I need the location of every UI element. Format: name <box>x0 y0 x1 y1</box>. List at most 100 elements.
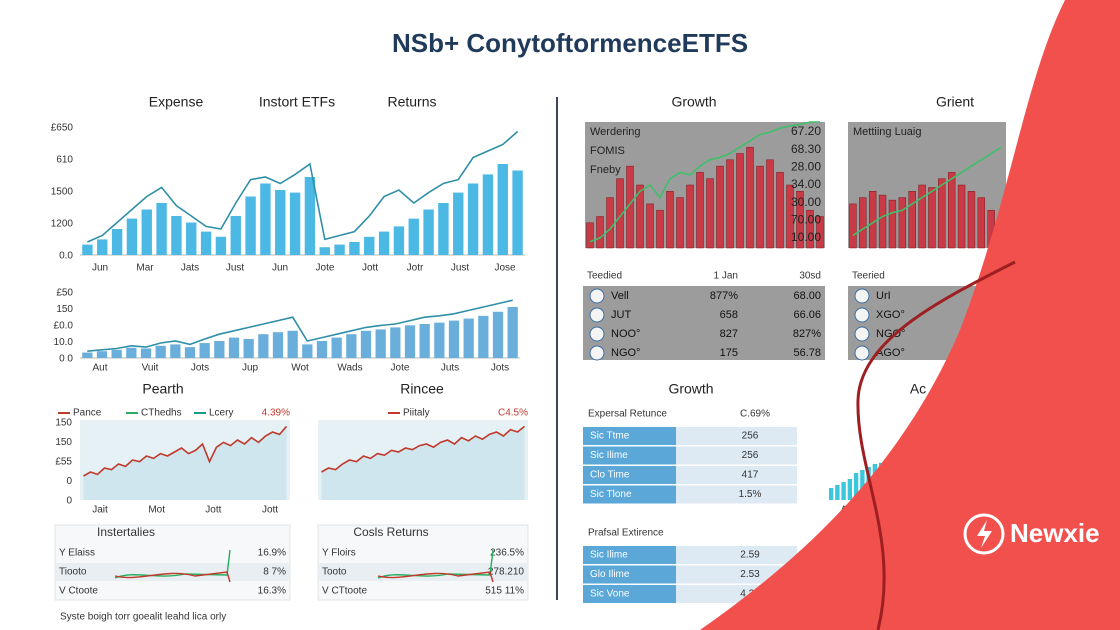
bar <box>230 216 241 255</box>
bar <box>200 231 212 255</box>
row-cell: 827% <box>793 328 821 340</box>
y-tick-label: 0 <box>66 476 72 487</box>
bar <box>847 479 853 500</box>
legend-value: 4.39% <box>262 408 290 419</box>
table-bg <box>583 286 825 360</box>
bar <box>636 184 644 249</box>
sparkline <box>377 571 494 583</box>
line <box>321 425 525 473</box>
bar <box>316 341 328 358</box>
line <box>83 425 288 477</box>
bar <box>375 329 386 358</box>
row-icon <box>589 345 605 361</box>
bar <box>331 337 342 358</box>
bar <box>706 178 714 249</box>
bar <box>766 159 774 249</box>
row-cell: 658 <box>720 309 738 321</box>
row-cell: Vell <box>611 290 629 302</box>
x-tick-label: Jott <box>262 505 278 516</box>
footnote: Syste boigh torr goealit leahd lica orly <box>60 612 226 623</box>
x-tick-label: Jats <box>181 263 199 274</box>
bar <box>947 172 956 249</box>
x-tick-label: Jup <box>242 363 259 374</box>
row-value: 256 <box>742 450 759 461</box>
row-icon <box>589 326 605 342</box>
x-tick-label: Jotr <box>407 263 424 274</box>
bar <box>360 330 372 358</box>
x-tick-label: Just <box>451 263 470 274</box>
bar <box>676 197 684 249</box>
section-title: Growth <box>668 381 713 397</box>
bar <box>423 209 434 255</box>
row-key <box>583 427 676 445</box>
row-value: 256 <box>742 431 759 442</box>
sparkline <box>114 571 231 583</box>
row-value: 2.53 <box>740 569 760 580</box>
y-tick-label: 0 0 <box>59 354 73 365</box>
bar <box>156 203 167 255</box>
bar <box>245 196 256 255</box>
row-cell: XGO° <box>876 309 905 321</box>
row-key <box>583 485 676 504</box>
table-header: 1 Jan <box>714 271 738 282</box>
panel-bg <box>585 122 825 248</box>
row-value: 236.5% <box>490 548 524 559</box>
bar <box>841 482 846 500</box>
bar <box>507 307 518 358</box>
bar <box>82 352 93 358</box>
x-tick-label: Mot <box>148 505 165 516</box>
row-label: Clo Time <box>590 470 630 481</box>
legend-label: Lcery <box>209 408 233 419</box>
bar <box>967 191 976 249</box>
bar <box>463 318 474 358</box>
bar <box>349 242 360 255</box>
table-title: Instertalies <box>97 525 155 539</box>
bar <box>448 320 460 358</box>
column-header: Grient <box>936 94 974 110</box>
bar <box>482 174 494 255</box>
bar <box>606 197 614 249</box>
x-tick-label: Mar <box>136 263 154 274</box>
table-header: Expersal Retunce <box>588 409 667 420</box>
x-tick-label: Jun <box>272 263 288 274</box>
bar <box>155 345 166 358</box>
table-header: Teeried <box>852 271 885 282</box>
panel-label: FOMIS <box>590 145 625 157</box>
bar <box>390 327 401 358</box>
bar <box>957 184 966 249</box>
bar <box>346 334 357 358</box>
table-title: Cosls Returns <box>353 525 428 539</box>
bar <box>393 226 405 255</box>
x-tick-label: Jott <box>362 263 378 274</box>
row-label: V Ctoote <box>59 586 98 597</box>
bar <box>938 178 946 249</box>
bar <box>736 153 744 249</box>
bar <box>888 199 897 249</box>
table-header: C.69% <box>740 409 770 420</box>
row-cell: 175 <box>720 347 738 359</box>
bar <box>302 344 313 358</box>
bar <box>287 330 298 358</box>
table-bg <box>54 524 291 601</box>
legend-label: Piitaly <box>403 408 430 419</box>
x-tick-label: Jots <box>191 363 209 374</box>
row-cell: 66.06 <box>793 309 821 321</box>
area <box>321 426 525 500</box>
bar <box>878 194 887 249</box>
bar <box>434 322 445 358</box>
x-tick-label: Juts <box>441 363 459 374</box>
bar <box>126 347 137 358</box>
bar <box>404 325 416 358</box>
title: NSb+ ConytoftormenceETFS <box>392 28 748 58</box>
legend-label: CThedhs <box>141 408 182 419</box>
table-header: Teedied <box>587 271 622 282</box>
row-icon <box>589 288 605 304</box>
row-label: Sic Ttme <box>590 431 630 442</box>
bar <box>170 344 181 358</box>
bar <box>586 222 594 249</box>
row-value: 16.9% <box>258 548 286 559</box>
row-label: Sic Ilime <box>590 450 628 461</box>
bar <box>96 351 108 358</box>
panel-value: 10.00 <box>791 230 821 244</box>
bar <box>126 218 138 255</box>
